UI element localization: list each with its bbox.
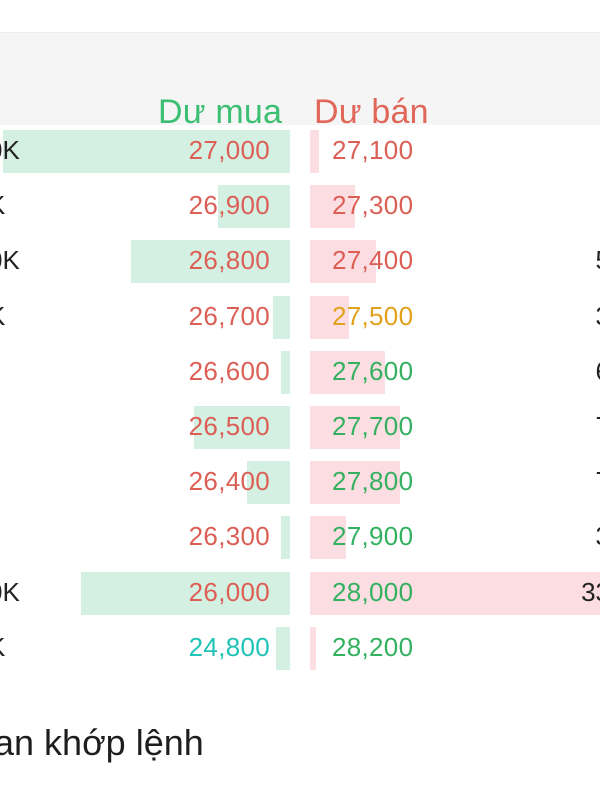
sell-volume-bar [310, 130, 319, 173]
buy-volume-bar [281, 516, 290, 560]
sell-volume-bar [310, 571, 600, 615]
orderbook-row[interactable]: 0K 26,800 27,400 5 [0, 234, 600, 289]
buy-volume-bar [217, 185, 290, 229]
buy-price[interactable]: 26,900 [188, 190, 270, 221]
sell-price[interactable]: 28,200 [332, 631, 414, 662]
sell-price[interactable]: 27,100 [332, 135, 414, 165]
orderbook-row[interactable]: 26,400 27,800 7 [0, 455, 600, 510]
buy-price[interactable]: 26,400 [188, 466, 270, 497]
buy-volume: 0K [0, 135, 20, 165]
sell-volume-bar [310, 350, 385, 394]
sell-price[interactable]: 27,600 [332, 355, 414, 386]
sell-volume-bar [310, 405, 400, 449]
sell-volume: 3 [596, 301, 600, 332]
buy-price[interactable]: 26,300 [188, 521, 270, 552]
buy-price[interactable]: 26,800 [188, 245, 270, 276]
sell-depth-header: Dư bán [314, 93, 429, 131]
orderbook-row[interactable]: K 26,700 27,500 3 [0, 290, 600, 345]
buy-volume-bar [130, 240, 290, 284]
buy-volume-bar [81, 571, 290, 615]
orderbook-row[interactable]: 0K 27,000 27,100 [0, 124, 600, 179]
buy-volume-bar [281, 350, 290, 394]
sell-volume-bar [310, 185, 355, 229]
top-strip [0, 0, 600, 32]
buy-price[interactable]: 26,700 [188, 300, 270, 331]
buy-volume: 0K [0, 245, 20, 276]
sell-price[interactable]: 27,900 [332, 521, 414, 552]
buy-volume-bar [275, 626, 290, 670]
orderbook-row[interactable]: 26,500 27,700 7 [0, 400, 600, 455]
sell-volume: 3 [596, 521, 600, 552]
buy-price[interactable]: 26,600 [188, 355, 270, 386]
sell-volume: 6 [596, 356, 600, 387]
buy-volume: K [0, 190, 5, 221]
sell-price[interactable]: 27,300 [332, 190, 414, 221]
sell-price[interactable]: 27,500 [332, 300, 414, 331]
orderbook-header: Dư mua Dư bán [0, 32, 600, 131]
orderbook-row[interactable]: 26,300 27,900 3 [0, 510, 600, 565]
sell-volume: 5 [596, 245, 600, 276]
sell-volume-bar [310, 240, 376, 284]
sell-price[interactable]: 27,800 [332, 466, 414, 497]
buy-depth-header: Dư mua [158, 93, 283, 131]
sell-volume-bar [310, 295, 349, 339]
sell-price[interactable]: 27,700 [332, 410, 414, 441]
section-title: an khớp lệnh [0, 722, 204, 763]
buy-price[interactable]: 24,800 [188, 631, 270, 662]
buy-price[interactable]: 27,000 [188, 135, 270, 165]
buy-volume-bar [246, 461, 290, 505]
sell-volume-bar [310, 626, 316, 670]
sell-volume-bar [310, 516, 346, 560]
sell-price[interactable]: 27,400 [332, 245, 414, 276]
orderbook-row[interactable]: 0K 26,000 28,000 33 [0, 566, 600, 621]
sell-price[interactable]: 28,000 [332, 576, 414, 607]
sell-volume: 33 [581, 576, 600, 607]
buy-volume-bar [194, 405, 290, 449]
buy-volume: K [0, 301, 5, 332]
buy-price[interactable]: 26,500 [188, 410, 270, 441]
buy-price[interactable]: 26,000 [188, 576, 270, 607]
sell-volume: 7 [596, 411, 600, 442]
buy-volume-bar [272, 295, 290, 339]
sell-volume-bar [310, 461, 400, 505]
orderbook-row[interactable]: 26,600 27,600 6 [0, 345, 600, 400]
orderbook-row[interactable]: K 26,900 27,300 [0, 179, 600, 234]
buy-volume: 0K [0, 576, 20, 607]
buy-volume: K [0, 632, 5, 663]
orderbook-table: 0K 27,000 27,100 K 26,900 27,300 0K 26,800 27,40… [0, 124, 600, 676]
buy-volume-bar [2, 130, 290, 173]
orderbook-row[interactable]: K 24,800 28,200 [0, 621, 600, 676]
sell-volume: 7 [596, 466, 600, 497]
